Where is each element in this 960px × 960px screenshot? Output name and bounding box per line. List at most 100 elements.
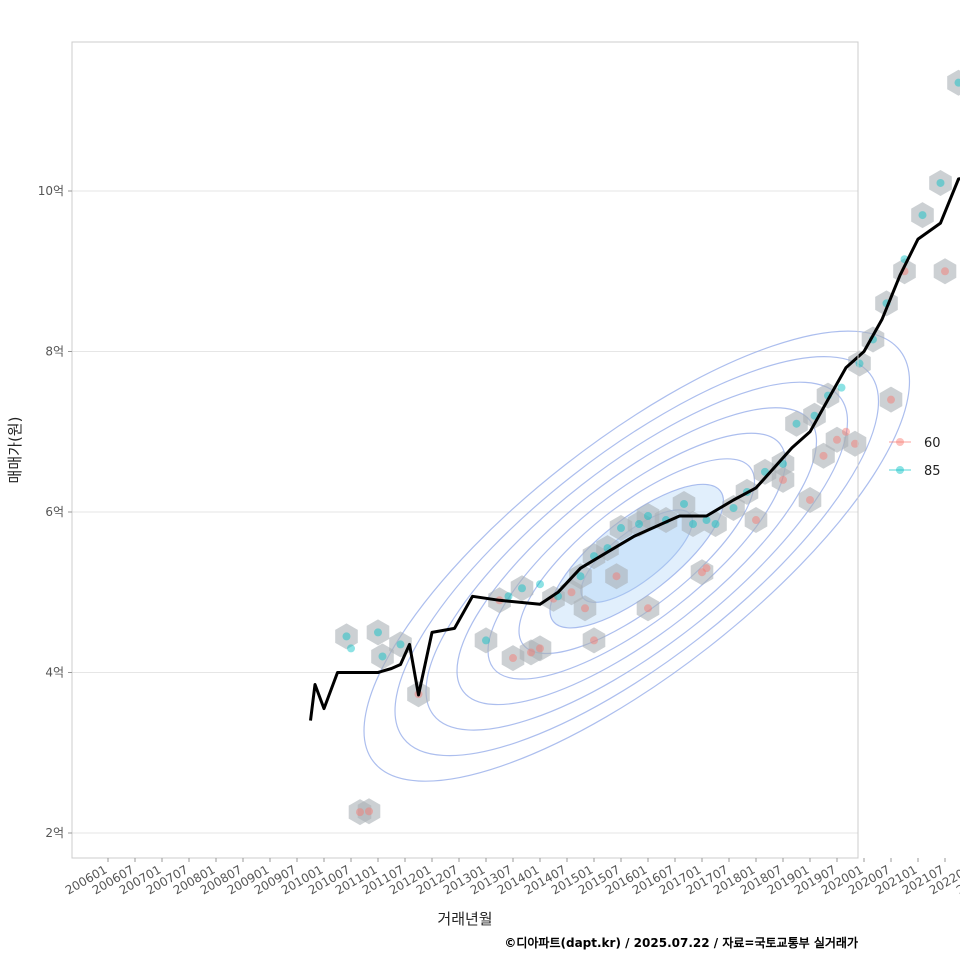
scatter-point-series-85 — [689, 520, 697, 529]
y-tick-label: 2억 — [45, 826, 64, 840]
scatter-point-series-60 — [612, 572, 621, 581]
hexbin-cell — [582, 627, 606, 654]
scatter-point-series-85 — [936, 178, 945, 187]
scatter-point-series-85 — [954, 78, 960, 87]
median-price-line — [309, 177, 960, 721]
hexbin-cell — [798, 487, 822, 513]
y-axis: 2억 4억 6억 8억 10억 — [38, 184, 72, 840]
hexbin-cell — [335, 623, 358, 650]
hexbin-cell — [753, 458, 777, 485]
hexbin-cell — [605, 563, 628, 590]
hexbin-cell — [510, 575, 534, 602]
scatter-point-series-85 — [536, 580, 544, 589]
scatter-point-series-60 — [590, 636, 598, 645]
scatter-point-series-85 — [347, 644, 355, 653]
density-contours — [363, 330, 911, 782]
plot-panel-border — [71, 41, 859, 859]
scatter-point-series-85 — [504, 592, 513, 601]
scatter-point-series-60 — [702, 564, 711, 573]
hexbin-cell — [636, 595, 660, 622]
scatter-point-series-60 — [887, 395, 895, 404]
scatter-point-series-85 — [711, 520, 720, 529]
hexbin-cell — [812, 442, 835, 469]
hexbin-cell — [771, 450, 795, 477]
hexbin-cell — [785, 410, 808, 437]
x-axis-title: 거래년월 — [437, 910, 492, 928]
hexbin-cell — [474, 627, 498, 654]
scatter-point-series-85 — [396, 640, 405, 649]
hexbin-cell — [501, 645, 525, 672]
hexbin-cell — [843, 430, 867, 457]
scatter-point-series-85 — [617, 524, 625, 533]
scatter-point-series-85 — [702, 516, 711, 525]
hexbin-cell — [704, 511, 727, 537]
scatter-point-series-85 — [342, 632, 351, 641]
scatter-point-series-85 — [918, 211, 927, 220]
scatter-point-series-85 — [729, 503, 738, 512]
legend-key-point — [896, 438, 904, 446]
hexbin-cell — [933, 258, 957, 285]
hexbin-cell — [947, 69, 960, 96]
hexbin-cell — [569, 563, 592, 590]
hexbin-cell — [357, 798, 381, 825]
chart-caption: ©디아파트(dapt.kr) / 2025.07.22 / 자료=국토교통부 실… — [504, 936, 858, 950]
hexbin-cell — [825, 426, 849, 453]
scatter-point-series-60 — [851, 439, 859, 448]
legend-label: 85 — [924, 464, 941, 479]
scatter-point-series-60 — [644, 604, 652, 613]
scatter-point-series-60 — [698, 568, 706, 577]
legend-key-point — [896, 466, 904, 474]
scatter-point-series-60 — [806, 495, 814, 504]
hexbin-cell — [744, 507, 768, 533]
scatter-point-series-85 — [837, 383, 846, 392]
density-contour — [363, 330, 911, 782]
hexbin-cell — [879, 386, 903, 413]
scatter-point-series-60 — [365, 807, 373, 816]
scatter-point-series-85 — [518, 584, 526, 593]
scatter-point-series-60 — [509, 654, 517, 663]
hexbin-cell — [690, 559, 714, 586]
hexbin-cell — [672, 491, 696, 517]
scatter-point-series-85 — [635, 520, 643, 529]
scatter-point-series-60 — [581, 604, 589, 613]
hexbin-cell — [654, 507, 678, 533]
scatter-point-series-60 — [527, 648, 535, 657]
hexbin-cell — [722, 495, 745, 521]
legend-label: 60 — [924, 436, 941, 451]
hexbin-cell — [848, 350, 871, 377]
hexbin-cell — [636, 503, 660, 529]
scatter-point-series-85 — [855, 359, 864, 368]
density-contour — [425, 381, 849, 731]
scatter-points — [342, 78, 960, 817]
scatter-point-series-60 — [779, 475, 787, 484]
hexbin-cell — [803, 402, 826, 429]
scatter-point-series-85 — [576, 572, 585, 581]
legend: 60 85 — [889, 436, 941, 479]
density-contour — [487, 432, 787, 680]
scatter-point-series-60 — [833, 435, 841, 444]
hexbin-cell — [371, 643, 394, 670]
scatter-point-series-60 — [567, 588, 576, 597]
scatter-point-series-60 — [536, 644, 544, 653]
y-axis-title: 매매가(원) — [6, 417, 24, 484]
y-tick-label: 4억 — [45, 666, 64, 680]
scatter-point-series-85 — [680, 499, 688, 508]
scatter-point-series-85 — [482, 636, 490, 645]
scatter-point-series-60 — [819, 451, 828, 460]
scatter-point-series-60 — [752, 516, 760, 525]
hexbin-cell — [366, 619, 390, 646]
hexbin-cell — [573, 595, 597, 622]
hexbin-cell — [609, 515, 633, 541]
y-tick-label: 8억 — [45, 345, 64, 359]
y-tick-label: 6억 — [45, 505, 64, 519]
scatter-point-series-85 — [644, 512, 652, 521]
scatter-point-series-60 — [842, 427, 850, 436]
y-tick-label: 10억 — [38, 184, 64, 198]
scatter-point-series-85 — [378, 652, 387, 661]
scatter-point-series-85 — [374, 628, 382, 637]
hexbin-cell — [929, 170, 952, 196]
scatter-point-series-60 — [356, 808, 364, 817]
hexbin-cell — [528, 635, 552, 662]
